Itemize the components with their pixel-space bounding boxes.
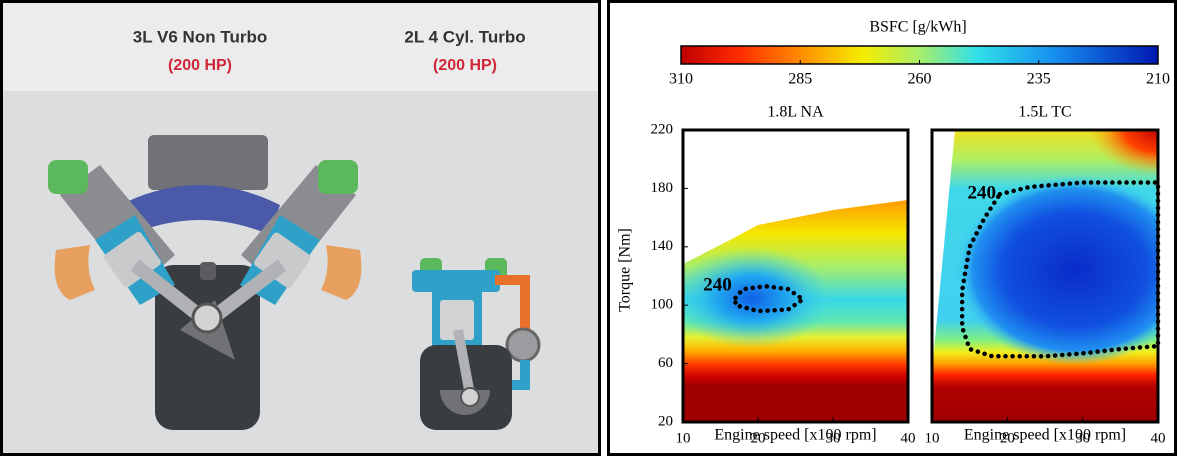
x-tick-label: 10 — [676, 430, 691, 446]
contour-label: 240 — [703, 274, 732, 295]
x-tick-label: 40 — [901, 430, 916, 446]
colorbar-tick-label: 285 — [788, 71, 812, 88]
colorbar-tick-label: 260 — [908, 71, 932, 88]
engine-name: 2L 4 Cyl. Turbo — [404, 27, 525, 46]
plot-title: 1.5L TC — [1018, 104, 1071, 121]
bsfc-panel: BSFC [g/kWh] — [609, 2, 1177, 455]
x-axis-label: Engine speed [x100 rpm] — [714, 427, 876, 444]
y-tick-label: 220 — [651, 121, 674, 137]
x-tick-label: 10 — [925, 430, 940, 446]
engine-power: (200 HP) — [433, 57, 497, 74]
panel-header — [3, 3, 598, 91]
x-tick-label: 40 — [1151, 430, 1166, 446]
y-tick-label: 100 — [651, 297, 674, 313]
engine-name: 3L V6 Non Turbo — [133, 27, 267, 46]
y-tick-label: 180 — [651, 180, 674, 196]
colorbar-tick-label: 235 — [1027, 71, 1051, 88]
x-axis-label: Engine speed [x100 rpm] — [964, 427, 1126, 444]
y-axis-label: Torque [Nm] — [617, 228, 634, 312]
colorbar-title: BSFC [g/kWh] — [869, 19, 966, 36]
figure: 3L V6 Non Turbo (200 HP) 2L 4 Cyl. Turbo… — [0, 0, 1177, 456]
colorbar-tick-label: 210 — [1146, 71, 1170, 88]
page: {"left_panel": {"engines": [ {"name": "3… — [0, 0, 1177, 456]
y-tick-label: 20 — [658, 413, 673, 429]
colorbar-tick-label: 310 — [669, 71, 693, 88]
y-tick-label: 60 — [658, 355, 673, 371]
contour-label: 240 — [968, 183, 997, 204]
engine-panel: 3L V6 Non Turbo (200 HP) 2L 4 Cyl. Turbo… — [2, 2, 600, 455]
plot-title: 1.8L NA — [767, 104, 824, 121]
y-tick-label: 140 — [651, 238, 674, 254]
engine-power: (200 HP) — [168, 57, 232, 74]
